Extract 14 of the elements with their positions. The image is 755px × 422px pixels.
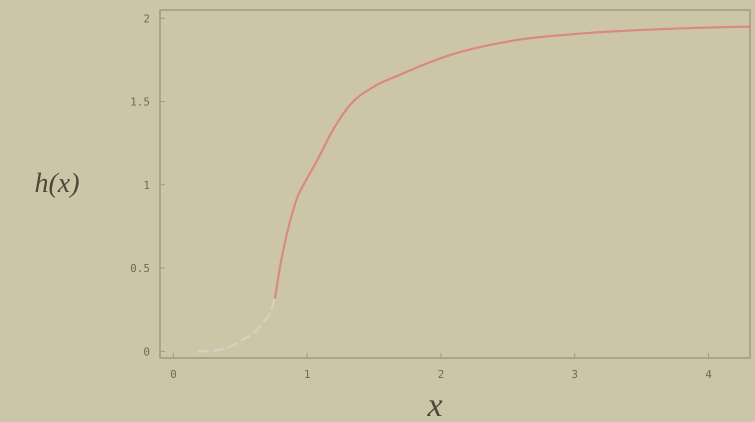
y-tick-label: 2 — [143, 12, 150, 26]
x-tick-label: 4 — [705, 368, 712, 381]
x-tick-label: 3 — [571, 368, 578, 381]
y-tick-label: 1 — [143, 178, 150, 192]
x-tick-label: 1 — [304, 368, 310, 381]
y-tick-label: 1.5 — [130, 96, 150, 109]
line-series — [198, 296, 276, 352]
x-tick-label: 2 — [438, 368, 444, 381]
y-tick-label: 0 — [143, 345, 150, 358]
x-axis-title: x — [426, 387, 443, 422]
y-axis-title: h(x) — [34, 168, 80, 199]
line-series — [274, 26, 752, 300]
y-tick-label: 0.5 — [130, 262, 150, 276]
x-tick-label: 0 — [170, 368, 177, 381]
